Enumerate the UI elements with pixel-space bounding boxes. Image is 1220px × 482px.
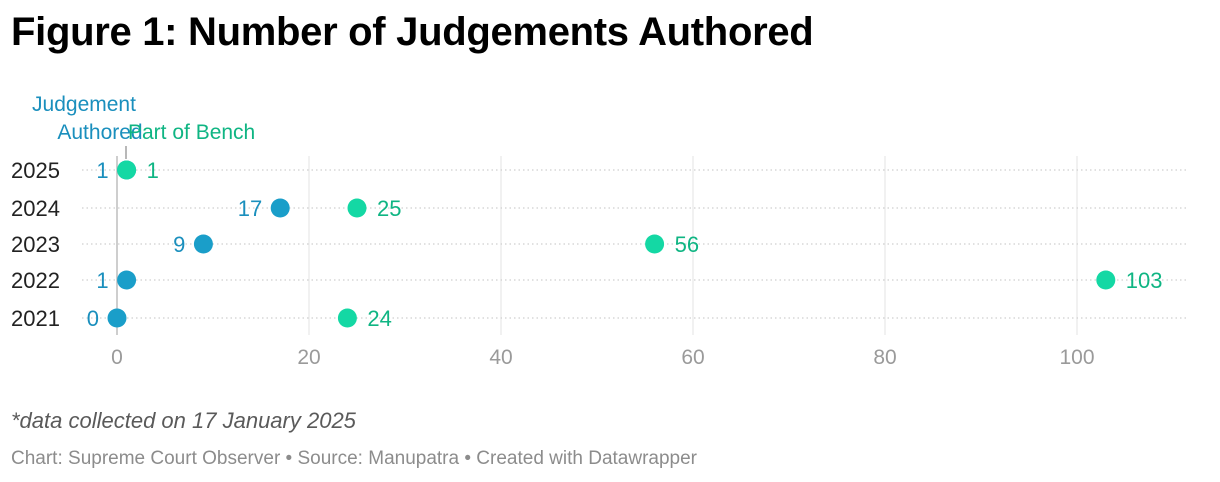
y-category-label: 2022 xyxy=(11,268,60,293)
bench-value-label: 103 xyxy=(1126,268,1163,293)
authored-value-label: 0 xyxy=(87,306,99,331)
authored-dot xyxy=(117,270,137,290)
y-category-label: 2025 xyxy=(11,158,60,183)
footer-source: Source: Manupatra xyxy=(297,448,460,469)
bench-value-label: 1 xyxy=(147,158,159,183)
footer-datawrapper-credit: Created with Datawrapper xyxy=(476,448,698,469)
dot-range-chart: 0 20 40 60 80 100 2025 2024 2023 2022 2021 Judgemen… xyxy=(11,93,1187,369)
dot-layer xyxy=(107,160,1116,328)
bench-value-label: 25 xyxy=(377,196,401,221)
authored-dot xyxy=(107,308,127,328)
range-layer xyxy=(117,202,1106,324)
chart-footer: Chart: Supreme Court Observer • Source: … xyxy=(11,448,697,470)
authored-dot xyxy=(270,198,290,218)
chart-title: Figure 1: Number of Judgements Authored xyxy=(11,10,814,54)
bench-dot xyxy=(347,198,367,218)
label-layer: 0 20 40 60 80 100 2025 2024 2023 2022 2021 Judgemen… xyxy=(11,93,1163,369)
y-category-label: 2024 xyxy=(11,196,60,221)
authored-value-label: 1 xyxy=(96,158,108,183)
bench-dot xyxy=(1096,270,1116,290)
footer-separator: • xyxy=(285,448,293,469)
authored-value-label: 17 xyxy=(238,196,262,221)
y-category-label: 2021 xyxy=(11,306,60,331)
bench-dot xyxy=(337,308,357,328)
authored-dot xyxy=(193,234,213,254)
footer-chart-credit: Chart: Supreme Court Observer xyxy=(11,448,281,469)
x-tick-label: 80 xyxy=(873,346,896,369)
x-tick-label: 60 xyxy=(681,346,704,369)
x-tick-label: 100 xyxy=(1059,346,1094,369)
footer-separator: • xyxy=(464,448,472,469)
legend-bench-label: Part of Bench xyxy=(128,121,255,144)
bench-value-label: 24 xyxy=(367,306,391,331)
data-note: *data collected on 17 January 2025 xyxy=(11,408,356,433)
x-tick-label: 20 xyxy=(297,346,320,369)
legend-authored-label: Judgement Authored xyxy=(32,93,143,144)
authored-value-label: 9 xyxy=(173,232,185,257)
bench-value-label: 56 xyxy=(675,232,699,257)
bench-dot xyxy=(645,234,665,254)
x-tick-label: 40 xyxy=(489,346,512,369)
bench-dot xyxy=(117,160,137,180)
authored-value-label: 1 xyxy=(96,268,108,293)
y-category-label: 2023 xyxy=(11,232,60,257)
x-tick-label: 0 xyxy=(111,346,123,369)
